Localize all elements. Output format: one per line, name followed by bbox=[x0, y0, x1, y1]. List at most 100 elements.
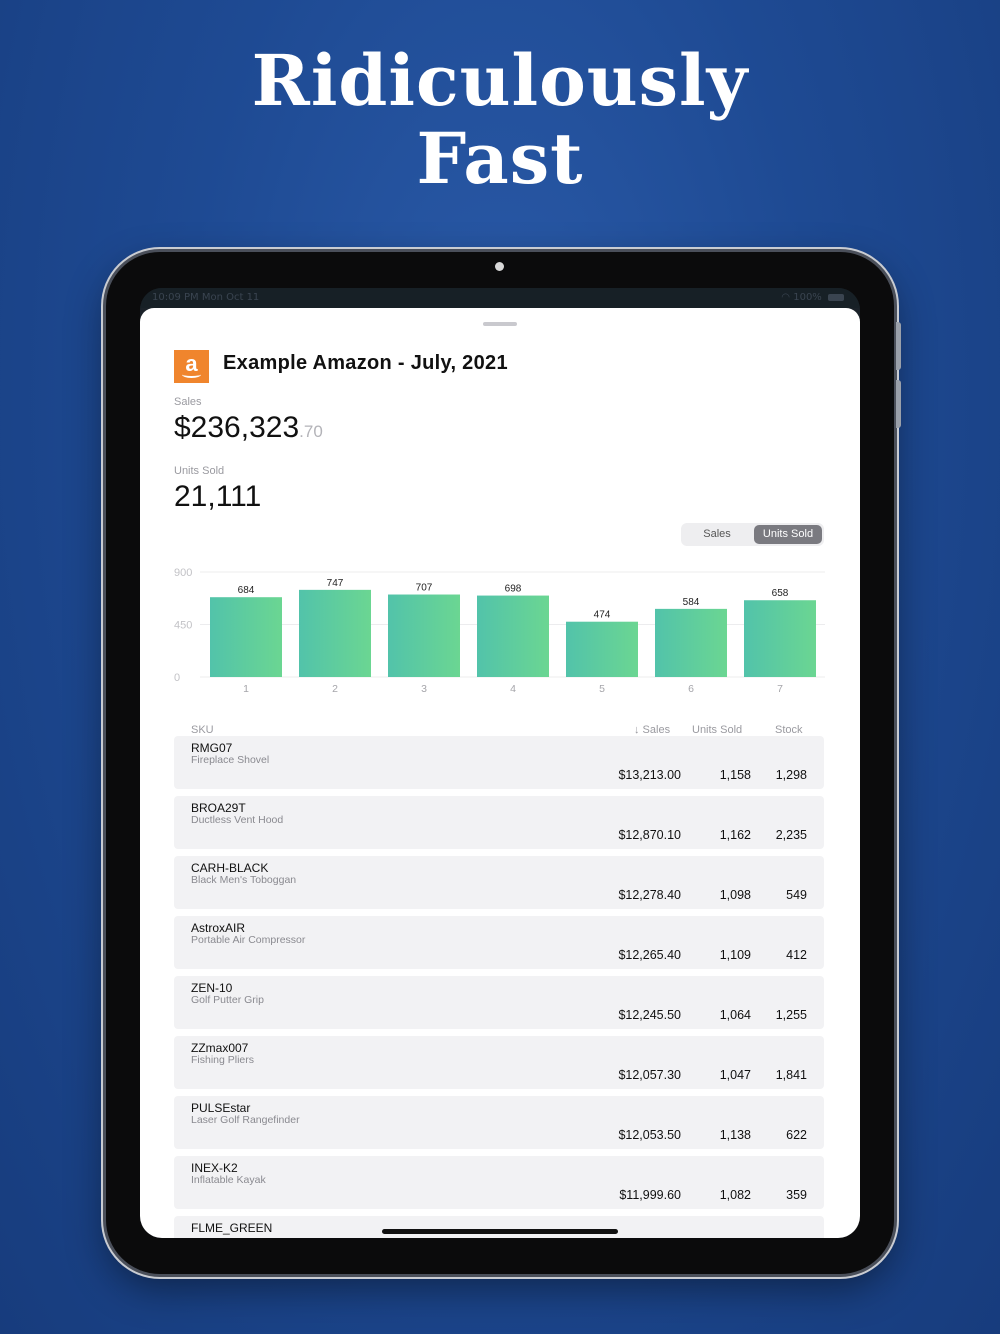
bar bbox=[655, 608, 727, 677]
row-stock: 1,841 bbox=[775, 1068, 807, 1082]
sku-table: RMG07 Fireplace Shovel $13,213.00 1,158 1,29… bbox=[174, 736, 824, 1238]
col-units-sold[interactable]: Units Sold bbox=[692, 724, 743, 736]
units-bar-chart: 900 450 0 684 747 707 698 474 584 658 1 2 3 4 5 6 7 bbox=[174, 567, 825, 695]
x-tick-label: 7 bbox=[777, 683, 783, 695]
row-sales: $11,999.60 bbox=[619, 1188, 681, 1202]
bar-value-label: 707 bbox=[416, 583, 433, 594]
screen: 10:09 PM Mon Oct 11 ◠ 100% a Example Ama… bbox=[140, 288, 860, 1238]
row-description: Fishing Pliers bbox=[191, 1054, 255, 1066]
chart-bars: 684 747 707 698 474 584 658 bbox=[210, 578, 816, 677]
row-stock: 1,298 bbox=[775, 768, 807, 782]
row-sales: $12,057.30 bbox=[618, 1068, 681, 1082]
wifi-icon: ◠ bbox=[781, 292, 791, 303]
row-sku: BROA29T bbox=[191, 801, 246, 815]
x-tick-label: 3 bbox=[421, 683, 427, 695]
row-stock: 1,255 bbox=[775, 1008, 807, 1022]
amazon-logo-icon: a bbox=[174, 350, 209, 383]
page-title: Example Amazon - July, 2021 bbox=[223, 352, 508, 374]
sales-total: $236,323.70 bbox=[174, 411, 323, 445]
bar bbox=[566, 621, 638, 677]
x-tick-label: 6 bbox=[688, 683, 694, 695]
table-row[interactable]: FLME_GREEN bbox=[174, 1216, 824, 1238]
camera-dot bbox=[495, 262, 504, 271]
col-stock[interactable]: Stock bbox=[775, 724, 803, 736]
sales-cents: .70 bbox=[299, 422, 323, 441]
row-units-sold: 1,098 bbox=[719, 888, 751, 902]
table-row[interactable]: PULSEstar Laser Golf Rangefinder $12,053.5… bbox=[174, 1096, 824, 1149]
segment-units-sold[interactable]: Units Sold bbox=[754, 525, 822, 544]
table-row[interactable]: RMG07 Fireplace Shovel $13,213.00 1,158 1,29… bbox=[174, 736, 824, 789]
bar bbox=[744, 600, 816, 677]
units-label: Units Sold bbox=[174, 465, 225, 477]
row-stock: 412 bbox=[786, 948, 807, 962]
bar bbox=[477, 595, 549, 677]
row-stock: 622 bbox=[786, 1128, 807, 1142]
chart-x-ticks: 1 2 3 4 5 6 7 bbox=[243, 683, 783, 695]
row-sku: AstroxAIR bbox=[191, 921, 246, 935]
sales-whole: $236,323 bbox=[174, 411, 300, 444]
row-sku: ZEN-10 bbox=[191, 981, 233, 995]
x-tick-label: 4 bbox=[510, 683, 516, 695]
home-indicator[interactable] bbox=[382, 1229, 618, 1234]
chart-y-ticks: 900 450 0 bbox=[174, 567, 192, 684]
bar-value-label: 584 bbox=[683, 597, 700, 608]
status-time: 10:09 PM Mon Oct 11 bbox=[152, 292, 260, 303]
bar-value-label: 747 bbox=[327, 578, 344, 589]
x-tick-label: 2 bbox=[332, 683, 338, 695]
row-sales: $13,213.00 bbox=[618, 768, 681, 782]
table-row[interactable]: ZZmax007 Fishing Pliers $12,057.30 1,047 1,8… bbox=[174, 1036, 824, 1089]
battery-percent: 100% bbox=[793, 292, 822, 303]
table-row[interactable]: BROA29T Ductless Vent Hood $12,870.10 1,162… bbox=[174, 796, 824, 849]
bar bbox=[299, 589, 371, 677]
row-description: Ductless Vent Hood bbox=[191, 814, 284, 826]
bar-value-label: 474 bbox=[594, 610, 611, 621]
table-row[interactable]: INEX-K2 Inflatable Kayak $11,999.60 1,082 35… bbox=[174, 1156, 824, 1209]
sheet-grabber[interactable] bbox=[483, 322, 517, 326]
volume-down-button bbox=[896, 380, 901, 428]
row-units-sold: 1,162 bbox=[719, 828, 751, 842]
col-sales[interactable]: ↓ Sales bbox=[634, 724, 671, 736]
row-sku: PULSEstar bbox=[191, 1101, 251, 1115]
status-right: ◠ 100% bbox=[781, 292, 844, 303]
row-sku: FLME_GREEN bbox=[191, 1221, 273, 1235]
row-stock: 2,235 bbox=[775, 828, 807, 842]
row-sales: $12,053.50 bbox=[618, 1128, 681, 1142]
table-header: SKU ↓ Sales Units Sold Stock bbox=[174, 722, 824, 738]
row-units-sold: 1,064 bbox=[719, 1008, 751, 1022]
headline-line-2: Fast bbox=[416, 117, 584, 200]
x-tick-label: 5 bbox=[599, 683, 605, 695]
row-units-sold: 1,082 bbox=[719, 1188, 751, 1202]
logo-smile bbox=[182, 371, 201, 378]
bar-value-label: 658 bbox=[772, 588, 789, 599]
bar bbox=[388, 594, 460, 677]
row-sku: ZZmax007 bbox=[191, 1041, 249, 1055]
row-units-sold: 1,047 bbox=[719, 1068, 751, 1082]
row-sku: RMG07 bbox=[191, 741, 233, 755]
y-tick-label: 900 bbox=[174, 567, 192, 579]
metric-segmented-control: Sales Units Sold bbox=[681, 523, 824, 546]
battery-icon bbox=[828, 293, 844, 301]
sales-label: Sales bbox=[174, 396, 202, 408]
row-description: Black Men's Toboggan bbox=[191, 874, 297, 886]
volume-up-button bbox=[896, 322, 901, 370]
row-sku: INEX-K2 bbox=[191, 1161, 238, 1175]
headline: Ridiculously Fast bbox=[0, 42, 1000, 198]
table-row[interactable]: CARH-BLACK Black Men's Toboggan $12,278.40… bbox=[174, 856, 824, 909]
row-sales: $12,245.50 bbox=[618, 1008, 681, 1022]
y-tick-label: 0 bbox=[174, 672, 180, 684]
row-sales: $12,278.40 bbox=[618, 888, 681, 902]
x-tick-label: 1 bbox=[243, 683, 249, 695]
bar-value-label: 684 bbox=[238, 585, 255, 596]
row-description: Fireplace Shovel bbox=[191, 754, 270, 766]
table-row[interactable]: AstroxAIR Portable Air Compressor $12,265.… bbox=[174, 916, 824, 969]
segment-sales[interactable]: Sales bbox=[703, 528, 731, 540]
table-row[interactable]: ZEN-10 Golf Putter Grip $12,245.50 1,064 1,2… bbox=[174, 976, 824, 1029]
units-total: 21,111 bbox=[174, 480, 262, 513]
row-units-sold: 1,158 bbox=[719, 768, 751, 782]
col-sku[interactable]: SKU bbox=[191, 724, 214, 736]
row-description: Laser Golf Rangefinder bbox=[191, 1114, 300, 1126]
row-description: Portable Air Compressor bbox=[191, 934, 306, 946]
row-stock: 549 bbox=[786, 888, 807, 902]
y-tick-label: 450 bbox=[174, 620, 192, 632]
row-units-sold: 1,109 bbox=[719, 948, 751, 962]
